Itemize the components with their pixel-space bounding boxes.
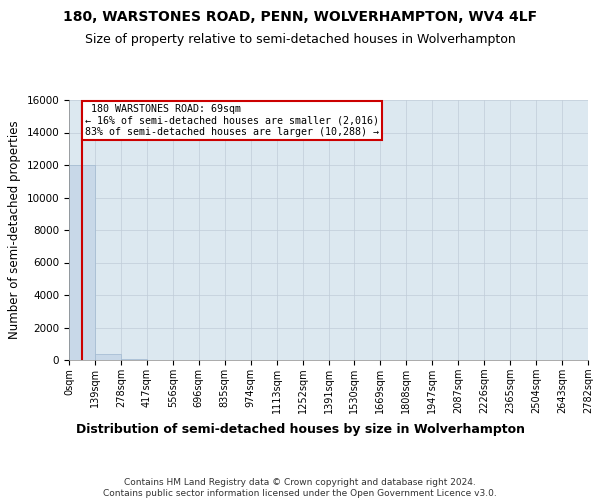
- Bar: [69, 165, 95, 360]
- Bar: [95, 354, 121, 360]
- Y-axis label: Number of semi-detached properties: Number of semi-detached properties: [8, 120, 21, 340]
- Bar: [121, 359, 147, 360]
- Text: 180 WARSTONES ROAD: 69sqm
← 16% of semi-detached houses are smaller (2,016)
83% : 180 WARSTONES ROAD: 69sqm ← 16% of semi-…: [85, 104, 379, 137]
- Text: Contains HM Land Registry data © Crown copyright and database right 2024.
Contai: Contains HM Land Registry data © Crown c…: [103, 478, 497, 498]
- Text: Size of property relative to semi-detached houses in Wolverhampton: Size of property relative to semi-detach…: [85, 32, 515, 46]
- Text: Distribution of semi-detached houses by size in Wolverhampton: Distribution of semi-detached houses by …: [76, 422, 524, 436]
- Text: 180, WARSTONES ROAD, PENN, WOLVERHAMPTON, WV4 4LF: 180, WARSTONES ROAD, PENN, WOLVERHAMPTON…: [63, 10, 537, 24]
